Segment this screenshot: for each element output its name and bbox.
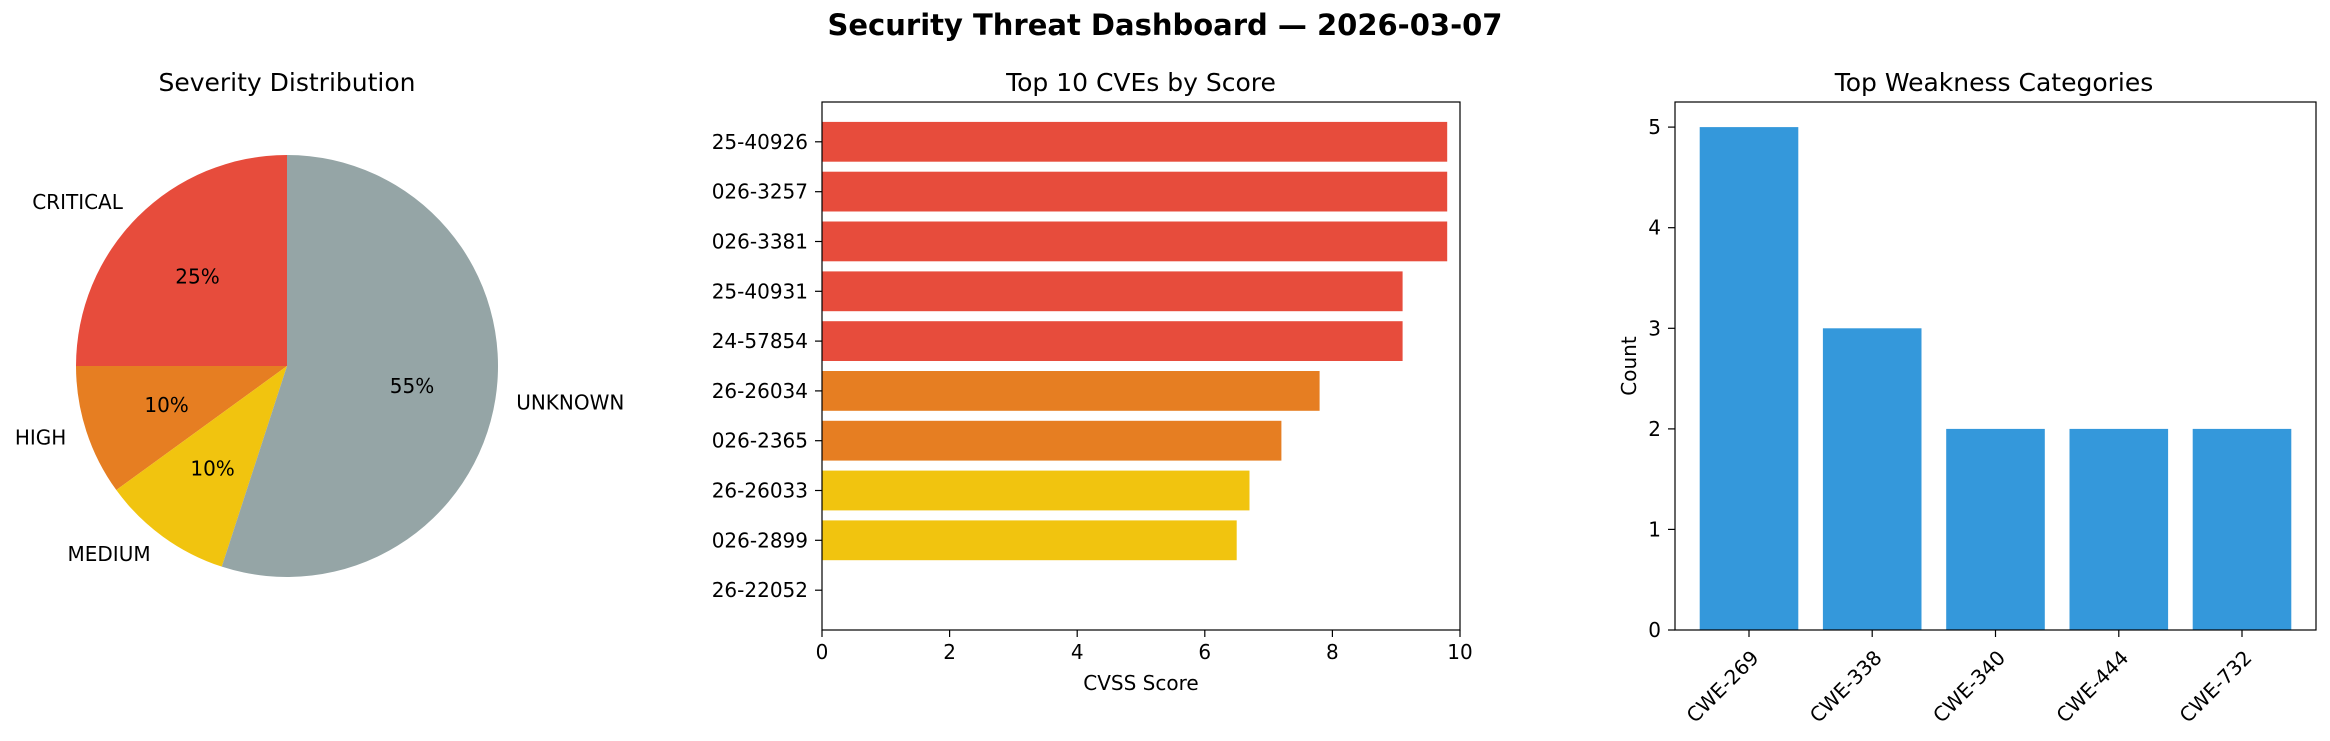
cve-bar-24-57854 bbox=[822, 321, 1403, 361]
cwe-bar-cwe-269 bbox=[1699, 127, 1799, 630]
dashboard-title: Security Threat Dashboard — 2026-03-07 bbox=[827, 8, 1503, 42]
pie-slice-high bbox=[76, 366, 287, 491]
pie-label-high: HIGH bbox=[15, 426, 66, 450]
cve-bar-026-2365 bbox=[822, 420, 1282, 461]
vbar-xtick-label-cwe-732: CWE-732 bbox=[2175, 646, 2257, 728]
hbar-ytick-label-026-3257: 026-3257 bbox=[712, 180, 808, 204]
cwe-bar-panel: Top Weakness Categories CWE-269 CWE-338 CW… bbox=[1617, 68, 2317, 728]
vbar-xtick-label-cwe-340: CWE-340 bbox=[1928, 646, 2010, 728]
vbar-ytick-label-1: 1 bbox=[1648, 517, 1661, 541]
cwe-bar-cwe-444 bbox=[2069, 428, 2169, 630]
pie-title: Severity Distribution bbox=[158, 68, 415, 97]
hbar-ytick-label-25-40926: 25-40926 bbox=[712, 130, 808, 154]
vbar-ytick-label-3: 3 bbox=[1648, 316, 1661, 340]
pie-pct-high: 10% bbox=[144, 393, 188, 417]
hbar-x-axis-label: CVSS Score bbox=[1083, 671, 1198, 695]
vbar-ytick-label-4: 4 bbox=[1648, 216, 1661, 240]
pie-slice-unknown bbox=[221, 154, 499, 577]
hbar-ytick-label-026-2899: 026-2899 bbox=[712, 528, 808, 552]
vbar-xtick-label-cwe-269: CWE-269 bbox=[1682, 646, 1764, 728]
hbar-xtick-label-4: 4 bbox=[1071, 640, 1084, 664]
vbar-ytick-label-5: 5 bbox=[1648, 115, 1661, 139]
vbar-title: Top Weakness Categories bbox=[1834, 68, 2154, 97]
hbar-ytick-label-26-22052: 26-22052 bbox=[712, 578, 808, 602]
pie-slice-medium bbox=[116, 366, 287, 567]
hbar-xtick-label-6: 6 bbox=[1198, 640, 1211, 664]
hbar-ytick-label-026-2365: 026-2365 bbox=[712, 429, 808, 453]
cwe-bar-cwe-340 bbox=[1946, 428, 2045, 630]
pie-label-unknown: UNKNOWN bbox=[516, 390, 624, 414]
vbar-xtick-label-cwe-444: CWE-444 bbox=[2051, 646, 2133, 728]
hbar-xtick-label-2: 2 bbox=[943, 640, 956, 664]
cve-bar-25-40931 bbox=[822, 271, 1403, 312]
cve-bar-panel: Top 10 CVEs by Score 25-40926026-3257026… bbox=[712, 68, 1473, 695]
cve-bar-26-26034 bbox=[822, 371, 1320, 411]
pie-pct-critical: 25% bbox=[175, 265, 219, 289]
vbar-y-axis-label: Count bbox=[1617, 336, 1641, 396]
cve-bar-026-3381 bbox=[822, 221, 1448, 262]
hbar-ytick-label-026-3381: 026-3381 bbox=[712, 230, 808, 254]
vbar-xtick-label-cwe-338: CWE-338 bbox=[1805, 646, 1887, 728]
pie-pct-medium: 10% bbox=[190, 456, 234, 480]
pie-label-critical: CRITICAL bbox=[32, 190, 124, 214]
cve-bar-026-3257 bbox=[822, 171, 1448, 212]
pie-label-medium: MEDIUM bbox=[68, 542, 151, 566]
severity-pie-panel: Severity Distribution CRITICAL 25% HIGH 10%… bbox=[15, 68, 624, 577]
hbar-ytick-label-26-26034: 26-26034 bbox=[712, 379, 808, 403]
hbar-xtick-label-8: 8 bbox=[1326, 640, 1339, 664]
cve-bar-26-26033 bbox=[822, 470, 1250, 511]
cwe-bar-cwe-732 bbox=[2192, 428, 2292, 630]
hbar-ytick-label-26-26033: 26-26033 bbox=[712, 479, 808, 503]
vbar-ytick-label-2: 2 bbox=[1648, 417, 1661, 441]
cve-bar-25-40926 bbox=[822, 121, 1448, 162]
pie-pct-unknown: 55% bbox=[390, 374, 434, 398]
cve-bar-026-2899 bbox=[822, 520, 1237, 561]
hbar-ytick-label-25-40931: 25-40931 bbox=[712, 279, 808, 303]
hbar-xtick-label-10: 10 bbox=[1447, 640, 1472, 664]
pie-slice-critical bbox=[76, 155, 287, 366]
vbar-ytick-label-0: 0 bbox=[1648, 618, 1661, 642]
hbar-xtick-label-0: 0 bbox=[816, 640, 829, 664]
hbar-ytick-label-24-57854: 24-57854 bbox=[712, 329, 808, 353]
hbar-title: Top 10 CVEs by Score bbox=[1005, 68, 1276, 97]
hbar-axes-frame bbox=[821, 101, 1461, 631]
cwe-bar-cwe-338 bbox=[1822, 328, 1922, 630]
